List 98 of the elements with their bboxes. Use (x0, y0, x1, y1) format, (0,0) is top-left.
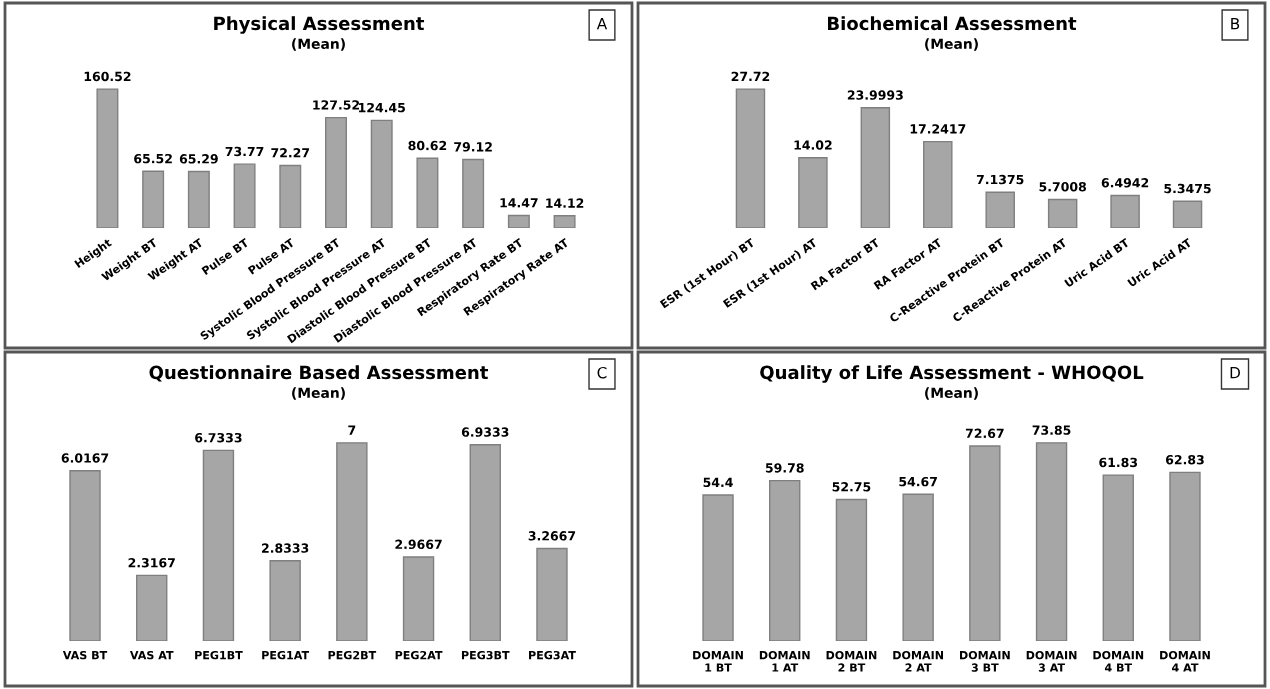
data-label: 124.45 (359, 102, 405, 113)
bar (536, 547, 568, 641)
bar (1102, 474, 1134, 641)
bar (233, 163, 256, 228)
data-label: 52.75 (832, 482, 871, 492)
bar (202, 449, 235, 641)
chart-subtitle: (Mean) (292, 387, 345, 400)
x-tick-label: DOMAIN 3 AT (1026, 650, 1077, 672)
bar (985, 191, 1015, 228)
data-label: 5.7008 (1039, 182, 1086, 192)
data-label: 79.12 (454, 142, 492, 152)
data-label: 73.85 (1032, 425, 1071, 435)
bar (469, 444, 501, 641)
data-label: 54.67 (899, 476, 937, 487)
x-tick-label: VAS BT (62, 650, 108, 660)
bar (96, 88, 119, 228)
data-label: 54.4 (703, 477, 733, 488)
bar (1172, 200, 1203, 228)
data-label: 6.0167 (61, 453, 109, 463)
text: B (1231, 18, 1240, 30)
bar (923, 140, 953, 228)
x-tick-label: DOMAIN 4 BT (1093, 650, 1144, 672)
data-label: 65.52 (134, 153, 172, 164)
bar (902, 493, 934, 641)
data-label: 7.1375 (976, 174, 1024, 185)
bar (187, 170, 210, 228)
data-label: 127.52 (313, 100, 360, 110)
data-label: 6.4942 (1101, 178, 1149, 188)
x-tick-label: DOMAIN 1 BT (693, 650, 743, 672)
bar (336, 442, 368, 641)
bar (269, 560, 301, 641)
bar (1047, 198, 1078, 228)
x-tick-label: PEG3AT (529, 650, 576, 660)
bar (1035, 442, 1068, 641)
data-label: 72.27 (271, 148, 310, 158)
bar (279, 164, 302, 228)
bar (402, 556, 435, 641)
bar (860, 107, 891, 228)
data-label: 6.9333 (461, 427, 509, 437)
text: C (597, 366, 607, 379)
bar (416, 157, 439, 228)
chart-subtitle: (Mean) (292, 38, 345, 51)
bar (969, 445, 1001, 641)
chart-subtitle: (Mean) (925, 38, 978, 51)
data-label: 17.2417 (910, 124, 966, 134)
data-label: 3.2667 (528, 531, 576, 541)
bar (325, 116, 347, 228)
data-label: 23.9993 (847, 90, 903, 100)
bar (69, 469, 101, 641)
bar (798, 157, 828, 228)
data-label: 5.3475 (1164, 183, 1211, 194)
bar (702, 494, 734, 641)
x-tick-label: PEG2BT (328, 650, 377, 660)
data-label: 160.52 (84, 71, 131, 82)
data-label: 59.78 (765, 463, 804, 473)
x-tick-label: PEG2AT (395, 650, 443, 660)
data-label: 14.02 (794, 140, 832, 150)
data-label: 6.7333 (195, 432, 242, 443)
chart-title: Biochemical Assessment (828, 16, 1077, 31)
x-tick-label: PEG1BT (195, 650, 243, 660)
bar (462, 158, 485, 228)
bar (1169, 471, 1201, 641)
x-tick-label: VAS AT (129, 650, 174, 660)
bar (142, 170, 165, 228)
data-label: 72.67 (965, 428, 1004, 439)
chart-subtitle: (Mean) (925, 387, 978, 400)
bar (507, 214, 530, 228)
bar (735, 88, 766, 228)
data-label: 65.29 (179, 154, 218, 164)
text: D (1230, 367, 1240, 379)
x-tick-label: DOMAIN 4 AT (1160, 650, 1210, 672)
text: A (596, 18, 608, 30)
x-tick-label: DOMAIN 3 BT (960, 650, 1010, 672)
data-label: 61.83 (1099, 457, 1138, 468)
bar (553, 215, 576, 228)
bar (835, 498, 868, 641)
x-tick-label: PEG1AT (262, 650, 310, 660)
bar (136, 574, 168, 641)
data-label: 14.47 (500, 198, 538, 208)
data-label: 27.72 (731, 71, 770, 81)
data-label: 2.8333 (262, 543, 309, 553)
data-label: 80.62 (408, 140, 447, 151)
chart-title: Physical Assessment (214, 16, 425, 34)
chart-title: Quality of Life Assessment - WHOQOL (760, 365, 1144, 383)
x-tick-label: DOMAIN 2 AT (893, 650, 944, 672)
x-tick-label: DOMAIN 2 BT (826, 650, 877, 672)
chart-title: Questionnaire Based Assessment (149, 365, 489, 382)
bar (769, 479, 801, 641)
bar (370, 119, 393, 228)
data-label: 62.83 (1165, 454, 1204, 465)
x-tick-label: PEG3BT (461, 650, 510, 660)
data-label: 7 (348, 425, 356, 435)
data-label: 2.3167 (128, 557, 175, 568)
x-tick-label: DOMAIN 1 AT (759, 650, 810, 672)
data-label: 2.9667 (395, 539, 442, 550)
data-label: 73.77 (225, 146, 264, 157)
data-label: 14.12 (546, 198, 584, 208)
bar (1110, 194, 1140, 228)
